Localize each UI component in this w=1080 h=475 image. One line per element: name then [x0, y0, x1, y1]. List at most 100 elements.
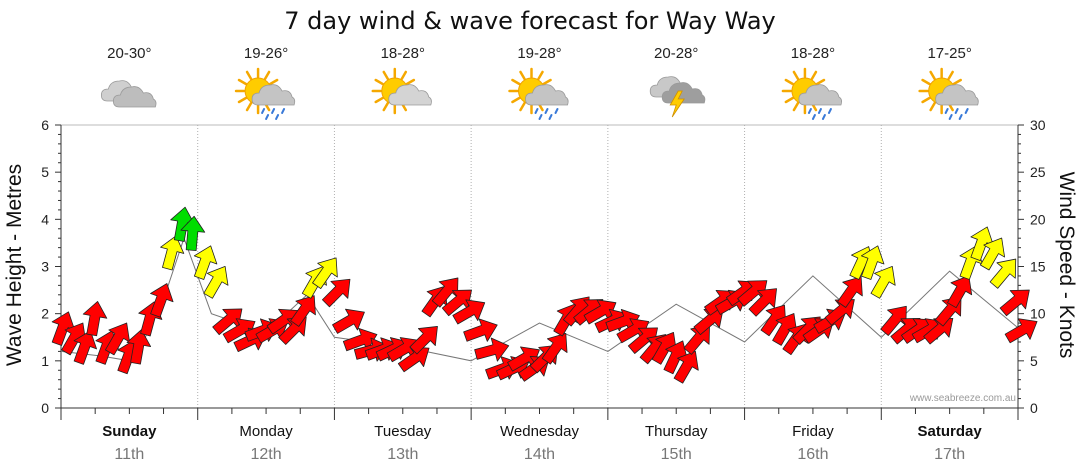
sun-ray	[237, 96, 248, 104]
chart-title: 7 day wind & wave forecast for Way Way	[284, 7, 775, 35]
wind-arrow	[82, 301, 108, 337]
rain-drop	[265, 114, 270, 120]
cloudy-icon	[100, 80, 157, 108]
cloud-icon	[798, 84, 842, 106]
thunderstorm-icon	[649, 76, 706, 118]
rain-drop	[964, 108, 969, 114]
cloud-icon	[388, 84, 432, 106]
y-left-tick-label: 5	[41, 164, 49, 180]
sun-ray	[374, 96, 384, 104]
y-right-tick-label: 10	[1030, 306, 1046, 322]
watermark: www.seabreeze.com.au	[909, 393, 1016, 404]
day-name: Sunday	[102, 423, 157, 440]
cloud-icon	[935, 84, 979, 106]
sun-ray	[268, 78, 279, 86]
cloud-shape	[661, 82, 706, 104]
wind-arrow	[673, 350, 699, 384]
y-right-tick-label: 20	[1030, 211, 1046, 227]
y-left-tick-label: 2	[41, 306, 49, 322]
cloud-shape	[112, 86, 157, 108]
wind-arrow	[861, 245, 885, 280]
rain-drop	[275, 114, 280, 120]
sun-ray	[511, 78, 521, 86]
day-temperature: 18-28°	[791, 45, 835, 62]
rain-drop	[554, 108, 559, 114]
day-date: 17th	[934, 446, 965, 463]
cloud-icon	[112, 86, 157, 108]
wind-arrow	[312, 257, 338, 289]
rain-drop	[958, 114, 963, 120]
day-name: Thursday	[645, 423, 708, 440]
wind-arrow	[923, 317, 954, 345]
wind-arrow	[693, 308, 724, 336]
y-right-tick-label: 0	[1030, 400, 1038, 416]
sun-ray	[519, 101, 526, 112]
wind-arrow	[452, 299, 486, 325]
lightning-icon	[669, 90, 685, 118]
cloud-shape	[935, 84, 979, 106]
day-name: Friday	[792, 423, 834, 440]
wind-arrow	[332, 308, 365, 334]
sun-ray	[245, 101, 253, 112]
wind-arrow	[748, 288, 777, 317]
day-labels: Sunday 11th Monday 12th Tuesday 13th Wednesday…	[102, 423, 982, 463]
sun-ray	[405, 78, 416, 86]
sun-ray	[952, 78, 962, 86]
wind-arrow	[1004, 318, 1038, 344]
rain-drop	[548, 114, 553, 120]
rain-icon	[807, 108, 832, 120]
sun-rain-icon	[781, 67, 842, 120]
rain-drop	[827, 108, 832, 114]
rain-drop	[544, 108, 549, 114]
rain-drop	[538, 114, 543, 120]
sun-ray	[792, 101, 800, 112]
y-axis-left-label: Wave Height - Metres	[3, 164, 26, 366]
rain-icon	[534, 108, 559, 120]
day-temperature: 17-25°	[927, 45, 971, 62]
day-date: 14th	[524, 446, 555, 463]
sun-ray	[792, 70, 800, 81]
sun-ray	[921, 96, 931, 104]
chart-axes: 0 1 2 3 4 5 6 0 5 10 15 20 25 30	[41, 117, 1046, 420]
sun-ray	[237, 78, 248, 86]
rain-icon	[944, 108, 969, 120]
wind-arrow	[989, 258, 1017, 289]
sun-ray	[929, 101, 936, 112]
sun-ray	[382, 70, 390, 81]
y-right-tick-label: 30	[1030, 117, 1046, 133]
day-temperature: 19-26°	[244, 45, 288, 62]
wind-arrow	[321, 278, 351, 308]
rain-drop	[811, 114, 816, 120]
rain-drop	[821, 114, 826, 120]
y-right-tick-label: 5	[1030, 353, 1038, 369]
sun-ray	[400, 70, 408, 81]
day-date: 12th	[251, 446, 282, 463]
sun-ray	[784, 96, 795, 104]
day-name: Saturday	[918, 423, 983, 440]
rain-drop	[261, 108, 266, 114]
day-date: 16th	[797, 446, 828, 463]
y-right-tick-label: 25	[1030, 164, 1046, 180]
day-temperature: 20-30°	[107, 45, 151, 62]
cloud-shape	[798, 84, 842, 106]
wind-arrow	[474, 337, 510, 362]
sun-ray	[947, 70, 954, 81]
wind-arrow	[73, 330, 97, 365]
cloud-icon	[525, 84, 569, 106]
weather-row: 20-30° 19-26° 18-28° 19-28° 20-28° 18-28° 17-2…	[100, 45, 979, 120]
y-left-tick-label: 6	[41, 117, 49, 133]
y-left-tick-label: 1	[41, 353, 49, 369]
sun-ray	[519, 70, 526, 81]
sun-ray	[815, 78, 826, 86]
day-temperature: 20-28°	[654, 45, 698, 62]
cloud-shape	[388, 84, 432, 106]
cloud-shape	[525, 84, 569, 106]
day-date: 15th	[661, 446, 692, 463]
wind-arrow	[463, 318, 498, 342]
wind-arrow	[870, 265, 896, 299]
partly-cloudy-icon	[371, 67, 432, 115]
sun-ray	[542, 78, 552, 86]
rain-drop	[271, 108, 276, 114]
wind-arrow	[837, 276, 863, 308]
sun-rain-icon	[234, 67, 296, 120]
